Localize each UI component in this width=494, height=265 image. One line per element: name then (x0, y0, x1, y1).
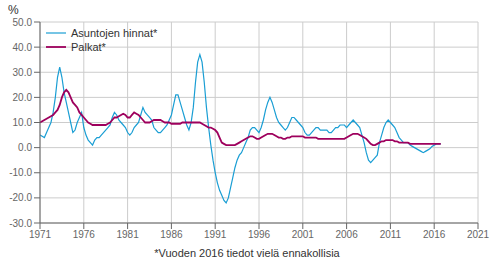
svg-text:1996: 1996 (248, 229, 271, 240)
svg-text:2016: 2016 (423, 229, 446, 240)
html-text:Palkat*: Palkat* (71, 41, 106, 53)
svg-text:-20.0: -20.0 (9, 192, 32, 203)
svg-text:10.0: 10.0 (13, 117, 33, 128)
svg-text:20.0: 20.0 (13, 92, 33, 103)
svg-text:-10.0: -10.0 (9, 167, 32, 178)
svg-text:50.0: 50.0 (13, 17, 33, 28)
svg-text:2001: 2001 (292, 229, 315, 240)
svg-text:-30.0: -30.0 (9, 218, 32, 229)
svg-text:1976: 1976 (73, 229, 96, 240)
svg-text:1991: 1991 (204, 229, 227, 240)
html-text:Asuntojen hinnat*: Asuntojen hinnat* (71, 27, 158, 39)
html-text:*Vuoden 2016 tiedot vielä enna: *Vuoden 2016 tiedot vielä ennakollisia (154, 247, 340, 259)
svg-text:40.0: 40.0 (13, 42, 33, 53)
svg-text:2021: 2021 (467, 229, 486, 240)
svg-text:2011: 2011 (380, 229, 402, 240)
svg-text:1986: 1986 (160, 229, 183, 240)
svg-text:1971: 1971 (29, 229, 52, 240)
svg-text:2006: 2006 (335, 229, 358, 240)
svg-text:30.0: 30.0 (13, 67, 33, 78)
svg-text:1981: 1981 (116, 229, 139, 240)
svg-text:0.0: 0.0 (18, 142, 32, 153)
